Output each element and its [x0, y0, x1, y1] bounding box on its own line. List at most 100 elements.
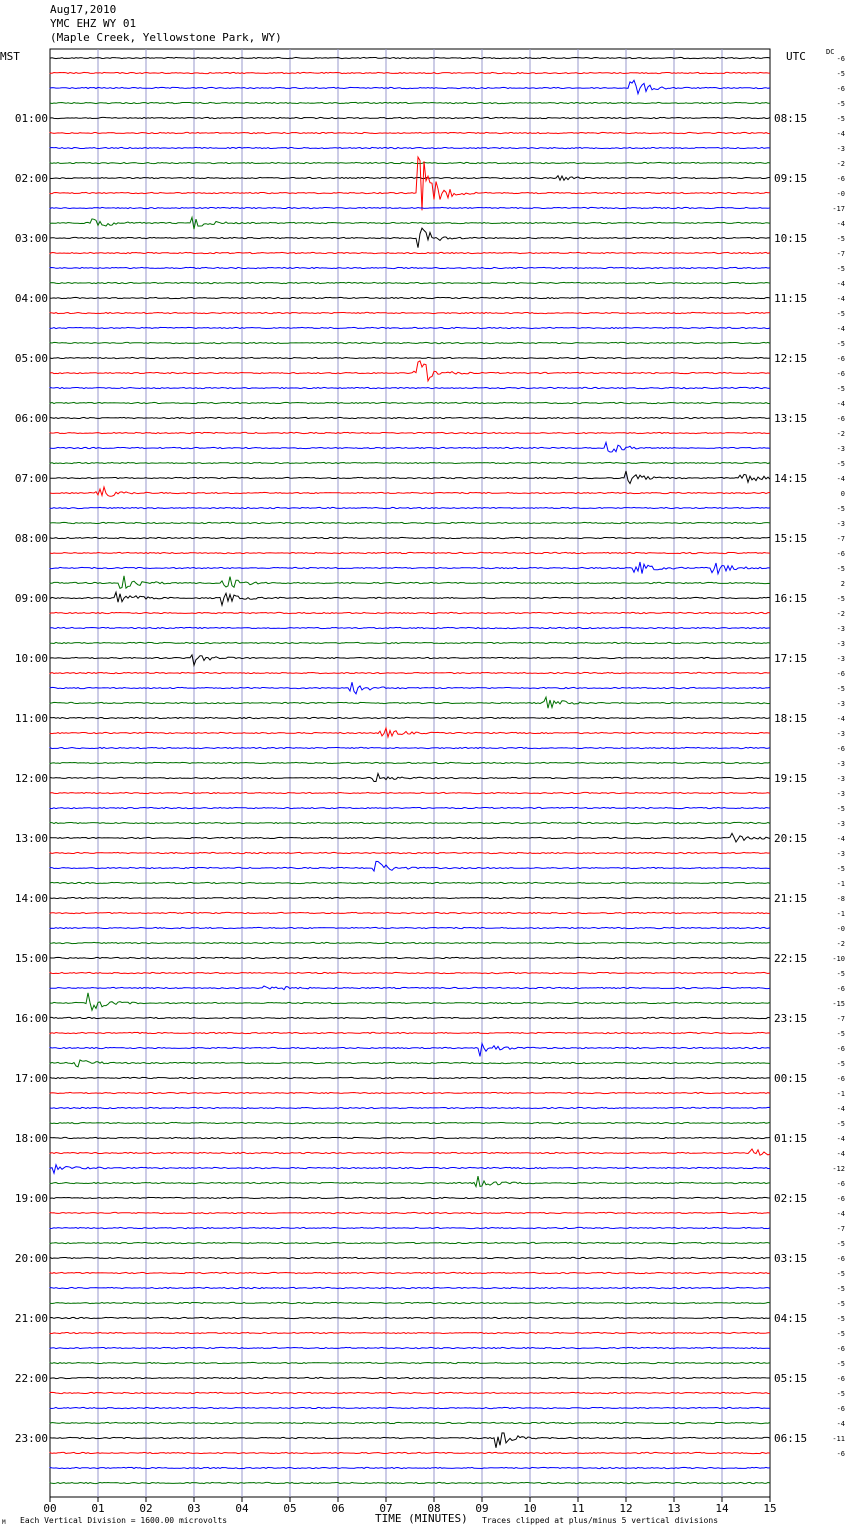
dc-offset-label: -5 [837, 1390, 845, 1398]
hour-label-left: 13:00 [15, 832, 48, 845]
trace-line [49, 682, 771, 695]
trace-line [49, 1031, 771, 1035]
hour-label-right: 17:15 [774, 652, 807, 665]
hour-label-right: 14:15 [774, 472, 807, 485]
trace-line [49, 1163, 771, 1175]
dc-offset-label: -4 [837, 835, 845, 843]
x-tick-label: 15 [763, 1502, 776, 1515]
dc-offset-label: -5 [837, 1360, 845, 1368]
trace-line [49, 416, 771, 420]
dc-offset-label: -6 [837, 1255, 845, 1263]
trace-line [49, 506, 771, 510]
dc-offset-label: -3 [837, 730, 845, 738]
dc-offset-label: -6 [837, 55, 845, 63]
trace-line [49, 771, 771, 782]
hour-label-left: 04:00 [15, 292, 48, 305]
trace-line [49, 215, 771, 230]
trace-line [49, 1241, 771, 1245]
hour-label-right: 02:15 [774, 1192, 807, 1205]
dc-offset-label: -5 [837, 970, 845, 978]
hour-label-right: 09:15 [774, 172, 807, 185]
dc-offset-label: -6 [837, 370, 845, 378]
trace-line [49, 1432, 771, 1448]
hour-label-right: 16:15 [774, 592, 807, 605]
trace-line [49, 726, 771, 739]
hour-label-right: 19:15 [774, 772, 807, 785]
header-location: (Maple Creek, Yellowstone Park, WY) [50, 31, 282, 44]
trace-line [49, 401, 770, 405]
hour-label-left: 18:00 [15, 1132, 48, 1145]
trace-line [49, 326, 771, 330]
dc-offset-label: -6 [837, 1045, 845, 1053]
dc-offset-label: -5 [837, 1120, 845, 1128]
trace-line [49, 311, 771, 315]
hour-label-right: 12:15 [774, 352, 807, 365]
dc-label: DC [826, 48, 835, 56]
trace-line [49, 1271, 771, 1275]
x-tick-label: 08 [427, 1502, 440, 1515]
trace-line [49, 1136, 771, 1140]
trace-line [49, 536, 771, 540]
trace-line [49, 1256, 771, 1260]
hour-label-left: 08:00 [15, 532, 48, 545]
trace-line [49, 695, 771, 710]
dc-offset-label: -5 [837, 70, 845, 78]
hour-label-left: 17:00 [15, 1072, 48, 1085]
dc-offset-label: -5 [837, 1285, 845, 1293]
trace-line [49, 1421, 771, 1425]
trace-line [49, 1391, 771, 1395]
trace-line [49, 1176, 771, 1189]
dc-offset-label: -4 [837, 295, 845, 303]
trace-line [49, 1301, 771, 1305]
trace-line [49, 251, 771, 255]
trace-line [49, 281, 771, 285]
hour-label-left: 05:00 [15, 352, 48, 365]
trace-line [49, 1481, 771, 1485]
hour-label-right: 08:15 [774, 112, 807, 125]
hour-label-left: 14:00 [15, 892, 48, 905]
trace-line [49, 971, 771, 975]
x-tick-label: 06 [331, 1502, 344, 1515]
trace-line [49, 101, 770, 105]
dc-offset-label: -5 [837, 115, 845, 123]
dc-offset-label: -17 [832, 205, 845, 213]
dc-offset-label: -4 [837, 1135, 845, 1143]
scale-note: Each Vertical Division = 1600.00 microvo… [20, 1516, 228, 1525]
dc-offset-label: -6 [837, 550, 845, 558]
hour-label-right: 11:15 [774, 292, 807, 305]
hour-label-left: 06:00 [15, 412, 48, 425]
trace-line [49, 791, 771, 795]
trace-line [49, 266, 771, 270]
clip-note: Traces clipped at plus/minus 5 vertical … [482, 1516, 719, 1525]
hour-label-left: 23:00 [15, 1432, 48, 1445]
trace-line [49, 431, 771, 435]
x-tick-label: 03 [187, 1502, 200, 1515]
dc-offset-label: -5 [837, 805, 845, 813]
trace-line [49, 551, 771, 555]
trace-line [49, 174, 771, 182]
timezone-left-label: MST [0, 50, 20, 63]
hour-label-left: 02:00 [15, 172, 48, 185]
trace-line [49, 956, 771, 960]
trace-line [49, 653, 771, 668]
x-tick-label: 01 [91, 1502, 104, 1515]
trace-line [49, 746, 771, 750]
trace-line [49, 992, 771, 1012]
dc-offset-label: -5 [837, 310, 845, 318]
trace-line [49, 206, 771, 210]
trace-line [49, 131, 771, 135]
hour-label-left: 11:00 [15, 712, 48, 725]
hour-label-left: 07:00 [15, 472, 48, 485]
dc-offset-label: -6 [837, 1405, 845, 1413]
dc-offset-label: -3 [837, 520, 845, 528]
trace-line [49, 590, 771, 608]
trace-line [49, 896, 771, 900]
hour-label-left: 22:00 [15, 1372, 48, 1385]
dc-offset-label: -8 [837, 895, 845, 903]
plot-frame [49, 48, 771, 1498]
dc-offset-label: -5 [837, 505, 845, 513]
dc-offset-label: -6 [837, 1450, 845, 1458]
dc-offset-label: -7 [837, 1225, 845, 1233]
dc-offset-label: -7 [837, 535, 845, 543]
dc-offset-label: -1 [837, 1090, 845, 1098]
